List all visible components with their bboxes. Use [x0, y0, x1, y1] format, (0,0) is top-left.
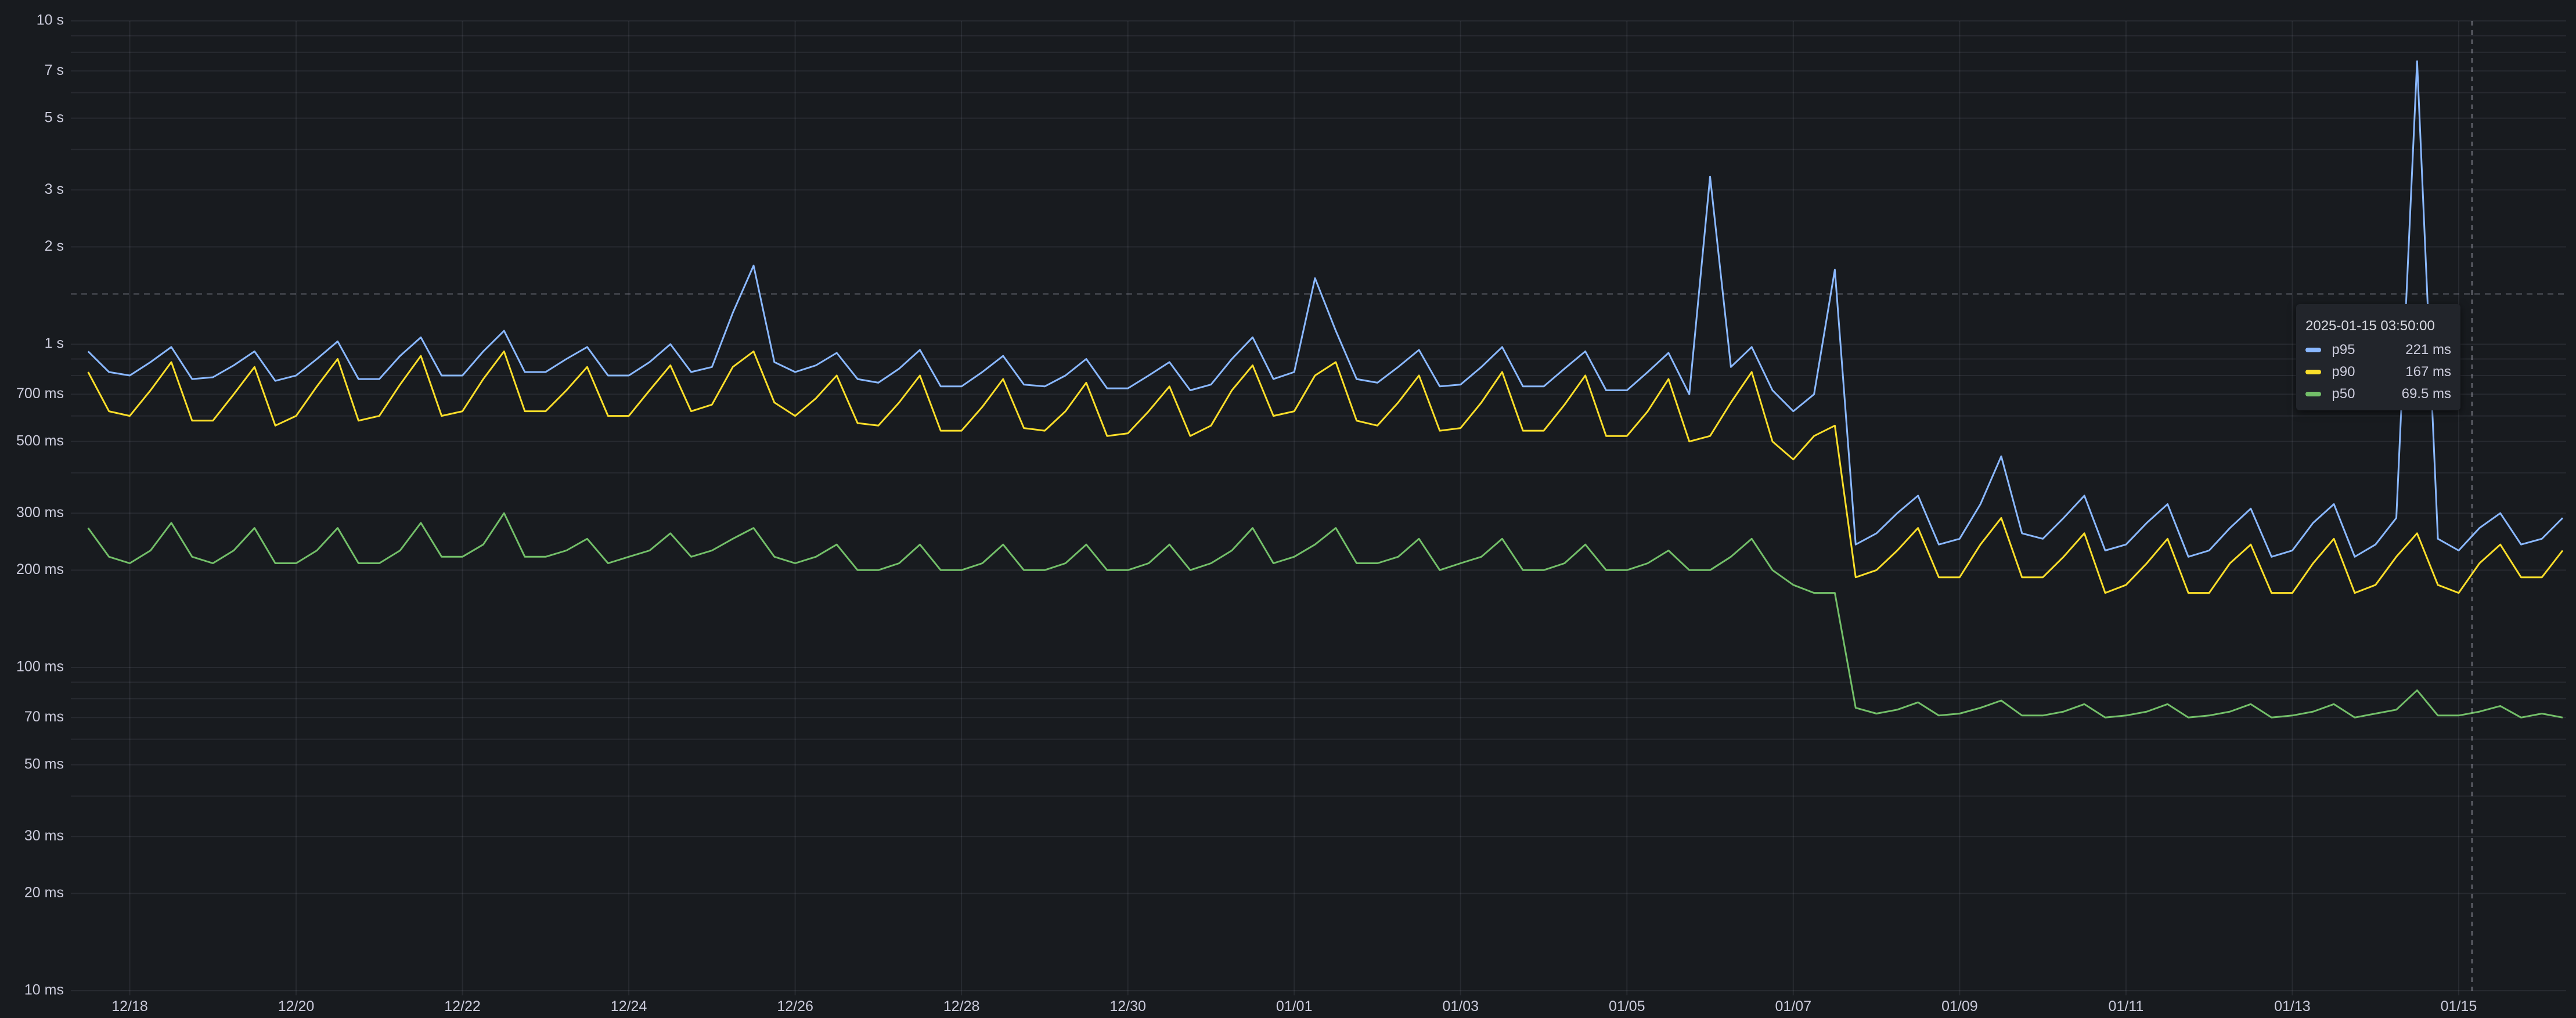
grid — [71, 20, 2566, 995]
hover-tooltip: 2025-01-15 03:50:00 p95 221 ms p90 167 m… — [2296, 304, 2460, 410]
tooltip-row-p90: p90 167 ms — [2305, 361, 2451, 383]
x-tick-label: 01/11 — [2109, 998, 2144, 1015]
y-tick-label: 70 ms — [24, 709, 64, 725]
x-tick-label: 12/18 — [111, 998, 148, 1015]
y-tick-label: 100 ms — [16, 659, 64, 675]
tooltip-row-p95: p95 221 ms — [2305, 339, 2451, 361]
y-tick-label: 20 ms — [24, 885, 64, 901]
tooltip-series-name: p90 — [2332, 364, 2355, 380]
p50-swatch-icon — [2305, 392, 2322, 396]
p95-swatch-icon — [2305, 348, 2322, 352]
y-tick-label: 10 s — [37, 12, 64, 28]
x-tick-label: 01/03 — [1442, 998, 1479, 1015]
y-tick-label: 5 s — [45, 109, 64, 125]
x-tick-label: 01/15 — [2441, 998, 2477, 1015]
y-tick-label: 500 ms — [16, 432, 64, 449]
y-tick-label: 1 s — [45, 335, 64, 352]
tooltip-time: 2025-01-15 03:50:00 — [2305, 318, 2435, 334]
series-line-p50[interactable] — [87, 512, 2563, 719]
x-tick-label: 12/30 — [1109, 998, 1146, 1015]
y-axis: 10 s 7 s 5 s 3 s 2 s 1 s 700 ms 500 ms 300 ms 200… — [16, 12, 64, 998]
tooltip-series-name: p50 — [2332, 386, 2355, 402]
y-tick-label: 200 ms — [16, 561, 64, 577]
x-tick-label: 01/13 — [2274, 998, 2311, 1015]
y-tick-label: 2 s — [45, 238, 64, 254]
y-tick-label: 700 ms — [16, 385, 64, 402]
y-tick-label: 3 s — [45, 181, 64, 197]
tooltip-row-p50: p50 69.5 ms — [2305, 383, 2451, 405]
overlay — [71, 21, 2566, 991]
x-tick-label: 12/22 — [444, 998, 481, 1015]
series-lines — [87, 60, 2564, 719]
y-tick-label: 7 s — [45, 62, 64, 78]
tooltip-series-value: 221 ms — [2405, 342, 2451, 358]
tooltip-series-name: p95 — [2332, 342, 2355, 358]
x-tick-label: 12/24 — [611, 998, 647, 1015]
x-tick-label: 12/20 — [278, 998, 315, 1015]
y-tick-label: 300 ms — [16, 504, 64, 521]
tooltip-series-value: 167 ms — [2405, 364, 2451, 380]
tooltip-series-value: 69.5 ms — [2401, 386, 2451, 402]
series-line-p90[interactable] — [87, 350, 2564, 594]
x-tick-label: 01/09 — [1941, 998, 1978, 1015]
y-tick-label: 50 ms — [24, 756, 64, 772]
y-tick-label: 30 ms — [24, 828, 64, 844]
series-line-p95[interactable] — [87, 60, 2564, 558]
x-axis: 12/18 12/20 12/22 12/24 12/26 12/28 12/30 01/01… — [111, 998, 2477, 1015]
x-tick-label: 01/07 — [1775, 998, 1812, 1015]
y-tick-label: 10 ms — [24, 982, 64, 998]
p90-swatch-icon — [2305, 370, 2322, 374]
x-tick-label: 12/28 — [943, 998, 980, 1015]
x-tick-label: 12/26 — [777, 998, 813, 1015]
x-tick-label: 01/01 — [1276, 998, 1313, 1015]
x-tick-label: 01/05 — [1609, 998, 1645, 1015]
